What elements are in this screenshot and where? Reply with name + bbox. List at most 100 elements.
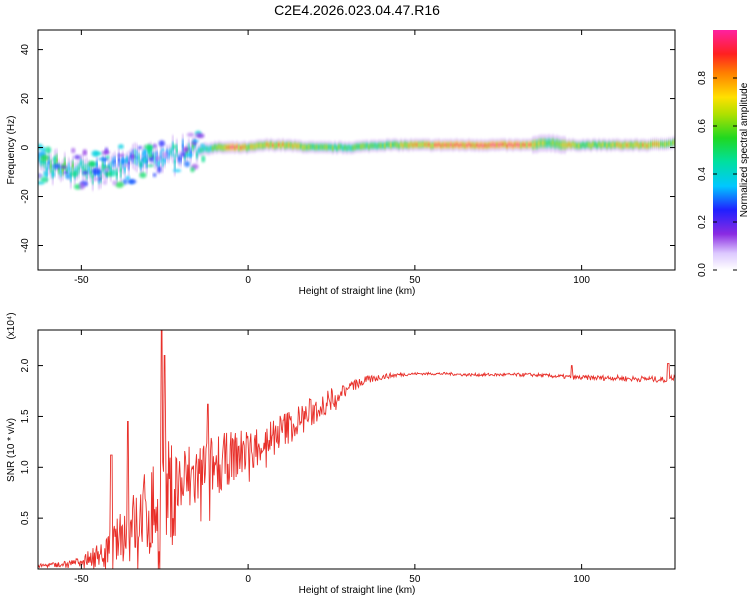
spectrogram-core-cell xyxy=(602,143,604,147)
spectrogram-core-cell xyxy=(150,152,152,156)
spectrogram-core-cell xyxy=(670,141,672,145)
spectrogram-noise-blob xyxy=(155,156,162,161)
spectrogram-core-cell xyxy=(484,143,486,147)
spectrogram-noise-blob xyxy=(142,148,147,156)
spectrogram-core-cell xyxy=(564,143,566,147)
spectrogram-core-cell xyxy=(668,141,670,145)
spectrogram-core-cell xyxy=(648,143,650,147)
spectrogram-core-cell xyxy=(272,143,274,147)
spectrogram-core-cell xyxy=(258,144,260,148)
spectrogram-core-cell xyxy=(292,144,294,148)
spectrogram-core-cell xyxy=(242,145,244,149)
spectrogram-core-cell xyxy=(366,144,368,148)
spectrogram-noise-blob xyxy=(127,179,137,184)
spectrogram-core-cell xyxy=(338,145,340,149)
spectrogram-core-cell xyxy=(416,143,418,147)
spectrogram-core-cell xyxy=(410,143,412,147)
colorbar-ticks: 0.0 0.2 0.4 0.6 0.8 xyxy=(697,71,737,277)
spectrogram-noise-blob xyxy=(192,139,199,143)
spectrogram-core-cell xyxy=(430,144,432,148)
spectrogram-core-cell xyxy=(446,143,448,147)
spectrogram-core-cell xyxy=(46,167,48,171)
colorbar-tick-label: 0.8 xyxy=(697,71,708,85)
spectrogram-core-cell xyxy=(262,144,264,148)
spectrogram-core-cell xyxy=(110,167,112,171)
spectrogram-core-cell xyxy=(482,144,484,148)
spectrogram-core-cell xyxy=(558,142,560,146)
spectrogram-core-cell xyxy=(252,145,254,149)
spectrogram-core-cell xyxy=(394,142,396,146)
spectrogram-core-cell xyxy=(388,143,390,147)
spectrogram-core-cell xyxy=(396,143,398,147)
spectrogram-noise-blob xyxy=(63,171,68,174)
x-tick-label: 50 xyxy=(409,574,421,585)
spectrogram-noise-blob xyxy=(161,148,165,153)
colorbar-tick-label: 0.6 xyxy=(697,119,708,133)
spectrogram-core-cell xyxy=(196,153,198,157)
spectrogram-core-cell xyxy=(182,144,184,148)
snr-series-line xyxy=(38,330,675,569)
spectrogram-core-cell xyxy=(172,147,174,151)
y-tick-label: 0 xyxy=(20,144,31,150)
spectrogram-core-cell xyxy=(314,145,316,149)
spectrogram-noise-blob xyxy=(119,157,128,165)
spectrogram-core-cell xyxy=(274,144,276,148)
spectrogram-noise-blob xyxy=(142,156,148,164)
spectrogram-noise-blob xyxy=(131,154,136,159)
spectrogram-noise-blob xyxy=(196,133,205,139)
spectrogram-core-cell xyxy=(426,143,428,147)
spectrogram-core-cell xyxy=(420,143,422,147)
spectrogram-core-cell xyxy=(300,144,302,148)
spectrogram-core-cell xyxy=(284,144,286,148)
spectrogram-core-cell xyxy=(350,146,352,150)
spectrogram-core-cell xyxy=(256,144,258,148)
spectrogram-core-cell xyxy=(586,143,588,147)
spectrogram-noise-blob xyxy=(200,143,204,148)
spectrogram-core-cell xyxy=(398,144,400,148)
spectrogram-core-cell xyxy=(498,143,500,147)
spectrogram-core-cell xyxy=(526,143,528,147)
spectrogram-noise-blob xyxy=(70,170,78,177)
spectrogram-noise-blob xyxy=(41,147,46,153)
spectrogram-core-cell xyxy=(512,144,514,147)
colorbar-tick-label: 0.0 xyxy=(697,263,708,277)
spectrogram-core-cell xyxy=(528,143,530,147)
spectrogram-core-cell xyxy=(240,146,242,150)
spectrogram-core-cell xyxy=(384,144,386,148)
spectrogram-core-cell xyxy=(618,143,620,147)
spectrogram-core-cell xyxy=(116,172,118,176)
spectrogram-core-cell xyxy=(458,143,460,147)
spectrogram-core-cell xyxy=(546,141,548,145)
spectrogram-noise-blob xyxy=(112,180,117,186)
spectrogram-core-cell xyxy=(306,145,308,149)
spectrogram-core-cell xyxy=(400,143,402,147)
spectrogram-core-cell xyxy=(598,142,600,146)
spectrogram-core-cell xyxy=(40,160,42,163)
spectrogram-core-cell xyxy=(540,141,542,145)
spectrogram-core-cell xyxy=(120,168,122,172)
spectrogram-core-cell xyxy=(248,145,250,149)
snr-y-label: SNR (10 * v/v) xyxy=(6,418,17,482)
spectrogram-core-cell xyxy=(310,145,312,149)
spectrogram-core-cell xyxy=(304,145,306,149)
spectrogram-core-cell xyxy=(406,143,408,147)
spectrogram-core-cell xyxy=(422,143,424,147)
spectrogram-core-cell xyxy=(376,144,378,148)
spectrogram-core-cell xyxy=(556,142,558,146)
y-tick-label: 40 xyxy=(20,44,31,56)
spectrogram-core-cell xyxy=(654,142,656,146)
spectrogram-core-cell xyxy=(574,143,576,147)
spectrogram-core-cell xyxy=(624,143,626,147)
spectrogram-noise-blob xyxy=(138,146,142,150)
spectrogram-y-label: Frequency (Hz) xyxy=(6,116,17,185)
colorbar-tick-label: 0.2 xyxy=(697,215,708,229)
spectrogram-core-cell xyxy=(210,146,212,150)
spectrogram-core-cell xyxy=(548,141,550,145)
spectrogram-core-cell xyxy=(334,145,336,149)
spectrogram-core-cell xyxy=(264,143,266,147)
spectrogram-core-cell xyxy=(486,144,488,148)
spectrogram-core-cell xyxy=(518,143,520,147)
spectrogram-core-cell xyxy=(626,143,628,147)
spectrogram-core-cell xyxy=(230,145,232,149)
spectrogram-core-cell xyxy=(444,143,446,147)
